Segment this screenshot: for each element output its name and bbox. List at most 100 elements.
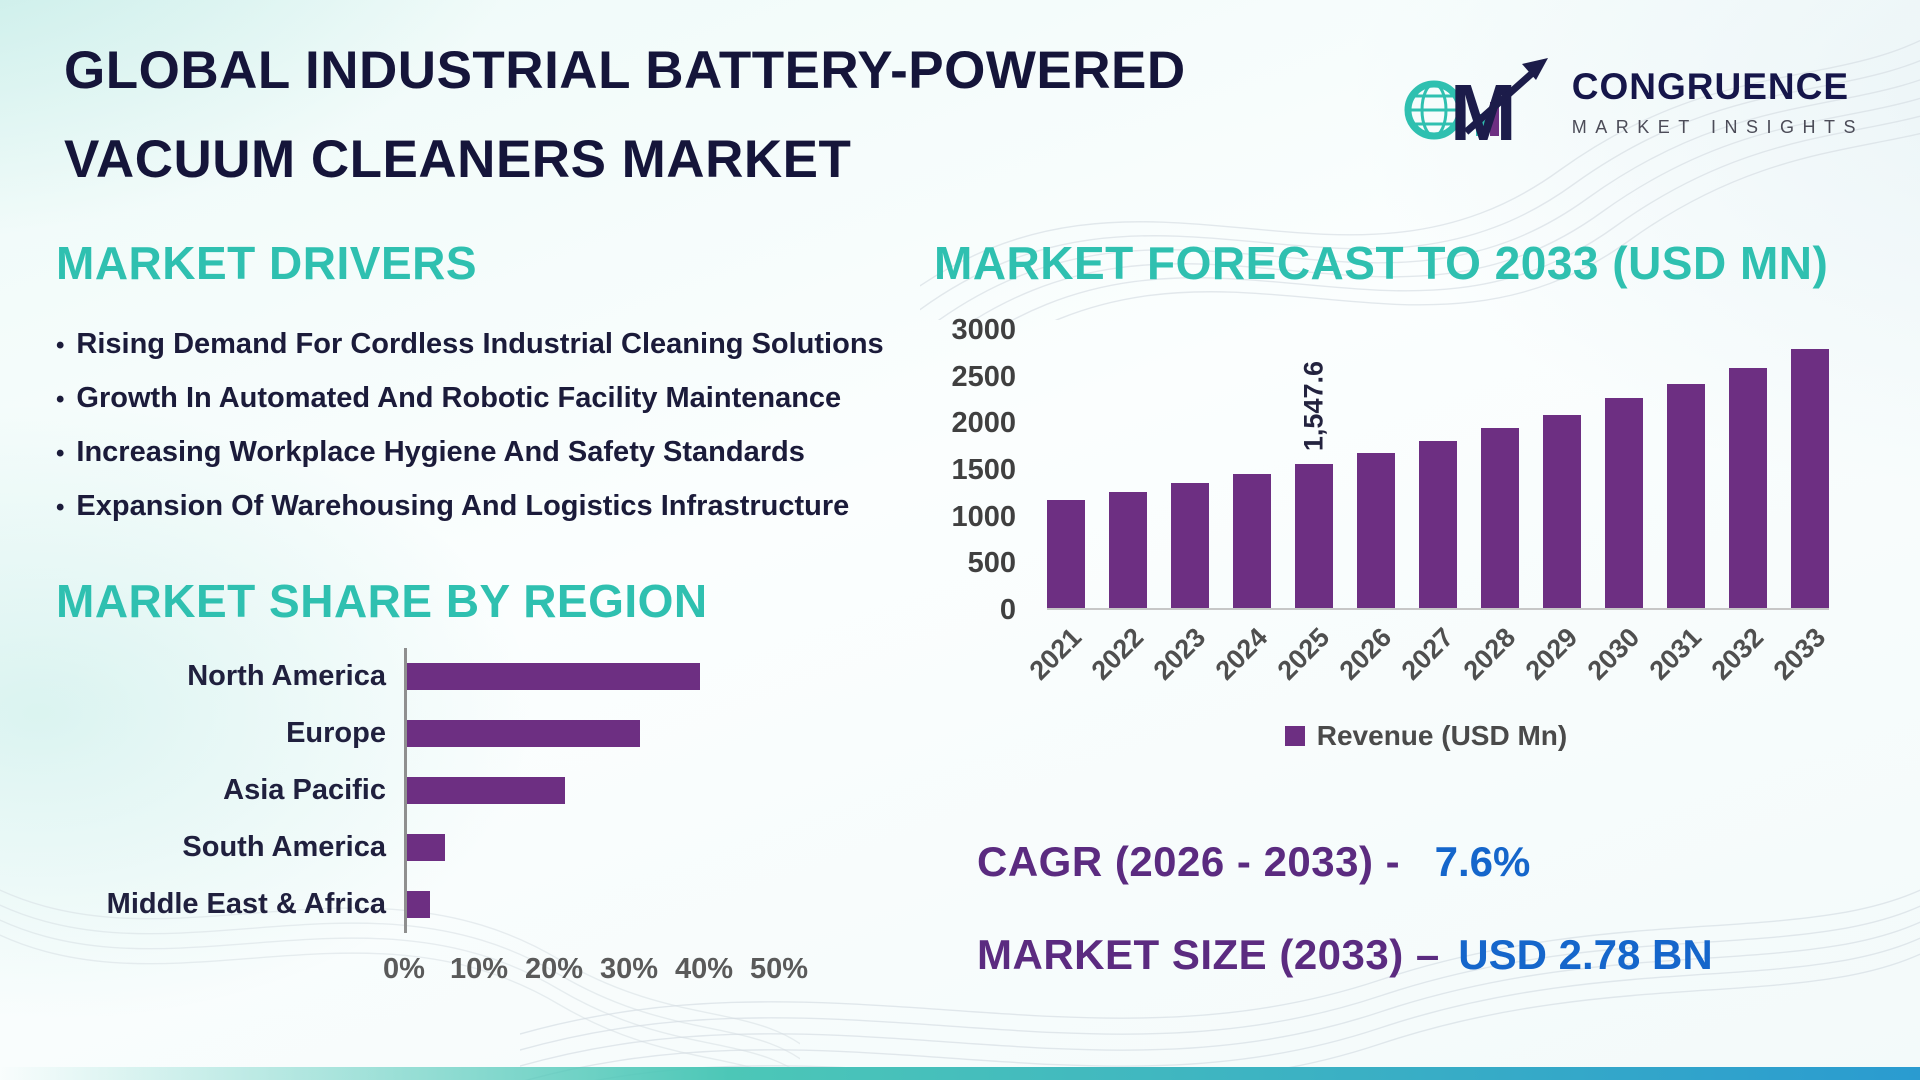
forecast-x-label-2022: 2022 [1085,622,1150,686]
growth-arrow-icon [1463,65,1541,135]
forecast-y-tick-2000: 2000 [951,407,1016,440]
region-bar-3 [407,834,445,861]
forecast-bar-2029 [1543,414,1581,608]
region-chart-body: North America Europe Asia Pacific South Ame… [60,648,827,933]
forecast-legend: Revenue (USD Mn) [1047,720,1805,752]
region-share-heading: MARKET SHARE BY REGION [56,575,708,627]
region-bar-track-0 [407,648,827,705]
page-title: GLOBAL INDUSTRIAL BATTERY-POWERED VACUUM… [64,44,1186,222]
forecast-bar-2024 [1233,473,1271,608]
forecast-bar-2022 [1109,492,1147,608]
bullet-icon: • [56,440,65,467]
cagr-value: 7.6% [1434,838,1531,885]
forecast-bar-2033 [1791,348,1829,608]
region-x-tick-50%: 50% [749,953,809,985]
forecast-bar-2032 [1729,368,1767,608]
bottom-accent-strip [0,1067,1920,1080]
region-label-1: Europe [286,717,386,749]
forecast-y-tick-0: 0 [999,594,1016,626]
driver-item: • Increasing Workplace Hygiene And Safet… [56,436,884,490]
forecast-bar-2028 [1481,428,1519,608]
forecast-x-label-2024: 2024 [1209,622,1274,686]
forecast-y-tick-2500: 2500 [951,360,1016,393]
forecast-x-label-2026: 2026 [1333,622,1398,686]
forecast-bar-group-2028: 2028 [1458,330,1521,686]
brand-logo-text: CONGRUENCE MARKET INSIGHTS [1572,66,1864,138]
forecast-x-label-2027: 2027 [1395,622,1460,686]
driver-item-text: Expansion Of Warehousing And Logistics I… [76,490,850,522]
forecast-bar-group-2022: 2022 [1086,330,1149,686]
region-label-3: South America [182,831,386,863]
forecast-bar-group-2032: 2032 [1706,330,1769,686]
region-x-tick-20%: 20% [524,953,584,985]
region-label-2: Asia Pacific [223,774,386,806]
forecast-bar-2025 [1295,463,1333,608]
market-drivers-list: • Rising Demand For Cordless Industrial … [56,328,884,544]
region-chart-bars [404,648,827,933]
page-title-line1: GLOBAL INDUSTRIAL BATTERY-POWERED [64,41,1186,100]
forecast-yaxis: 0 500 1000 1500 2000 2500 3000 [916,314,1016,626]
brand-logo-icon: M [1404,58,1548,154]
forecast-bar-2023 [1171,482,1209,608]
brand-name: CONGRUENCE [1571,66,1850,107]
forecast-bar-group-2023: 2023 [1148,330,1211,686]
region-x-tick-0%: 0% [383,953,425,985]
region-bar-0 [407,663,700,690]
region-x-tick-10%: 10% [449,953,509,985]
region-bar-track-2 [407,762,827,819]
forecast-bar-2031 [1667,384,1705,608]
region-chart-labels: North America Europe Asia Pacific South Ame… [60,648,404,933]
brand-monogram: M [1450,68,1517,154]
driver-item-text: Increasing Workplace Hygiene And Safety … [76,436,805,468]
market-size-label: MARKET SIZE (2033) – [977,931,1440,978]
cagr-stat: CAGR (2026 - 2033) - 7.6% [977,838,1530,886]
forecast-bar-2026 [1357,452,1395,608]
forecast-bar-group-2024: 2024 [1210,330,1273,686]
bullet-icon: • [56,494,65,521]
forecast-bar-group-2030: 2030 [1582,330,1645,686]
forecast-y-tick-1500: 1500 [951,454,1016,486]
legend-label: Revenue (USD Mn) [1316,720,1568,751]
driver-item: • Growth In Automated And Robotic Facili… [56,382,884,436]
cagr-label: CAGR (2026 - 2033) - [977,838,1401,885]
brand-logo: M CONGRUENCE MARKET INSIGHTS [1402,50,1864,154]
driver-item-text: Rising Demand For Cordless Industrial Cl… [76,328,884,360]
forecast-y-tick-1000: 1000 [951,500,1016,533]
forecast-y-tick-3000: 3000 [951,314,1016,346]
forecast-x-label-2025: 2025 [1271,622,1336,686]
driver-item-text: Growth In Automated And Robotic Facility… [76,382,842,414]
forecast-bar-group-2026: 2026 [1334,330,1397,686]
forecast-bar-group-2025: 2025 1,547.6 [1272,330,1336,685]
forecast-bar-group-2031: 2031 [1644,330,1707,686]
forecast-y-tick-500: 500 [967,547,1016,580]
forecast-bar-2030 [1605,398,1643,608]
forecast-x-label-2021: 2021 [1023,622,1088,686]
forecast-bar-2027 [1419,440,1457,608]
market-size-value: USD 2.78 BN [1458,931,1713,978]
driver-item: • Expansion Of Warehousing And Logistics… [56,490,884,544]
forecast-bar-group-2033: 2033 [1768,330,1831,686]
market-size-stat: MARKET SIZE (2033) – USD 2.78 BN [977,931,1713,979]
forecast-bar-2021 [1047,499,1085,608]
market-drivers-heading: MARKET DRIVERS [56,237,478,289]
region-bar-2 [407,777,565,804]
brand-tagline: MARKET INSIGHTS [1571,117,1864,137]
region-bar-track-1 [407,705,827,762]
driver-item: • Rising Demand For Cordless Industrial … [56,328,884,382]
forecast-x-label-2028: 2028 [1457,622,1522,686]
page-title-line2: VACUUM CLEANERS MARKET [64,130,852,189]
region-x-tick-40%: 40% [674,953,734,985]
region-x-tick-30%: 30% [599,953,659,985]
forecast-x-label-2032: 2032 [1705,622,1770,686]
forecast-x-label-2023: 2023 [1147,622,1212,686]
region-bar-4 [407,891,430,918]
region-label-4: Middle East & Africa [106,888,386,920]
forecast-bar-group-2021: 2021 [1024,330,1087,686]
forecast-bar-group-2029: 2029 [1520,330,1583,686]
forecast-x-label-2031: 2031 [1643,622,1708,686]
region-share-chart: North America Europe Asia Pacific South Ame… [60,648,827,993]
region-label-0: North America [187,660,386,692]
region-bar-1 [407,720,640,747]
forecast-chart: 0 500 1000 1500 2000 2500 3000 2021 2022 2023 202… [951,314,1831,751]
forecast-plot: 2021 2022 2023 2024 2025 1,547.6 2026 2027 2028 2… [1024,330,1831,686]
